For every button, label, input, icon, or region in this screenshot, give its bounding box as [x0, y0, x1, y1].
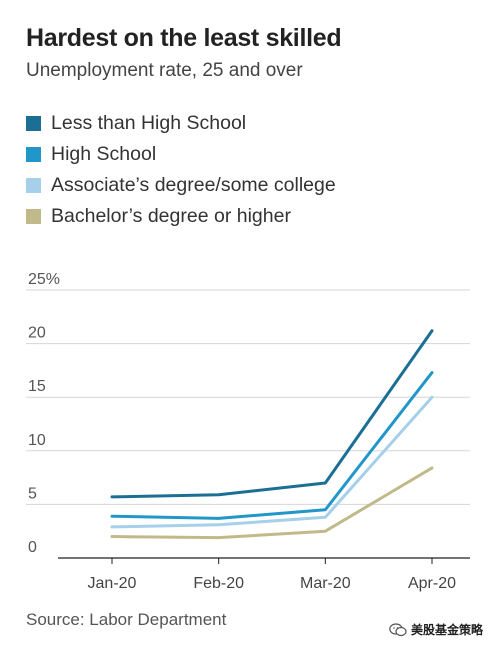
legend-item-high-school: High School	[26, 139, 336, 170]
legend-swatch	[26, 116, 41, 131]
line-chart: 0 5 10 15 20 25% Jan-20 Feb-20 Mar-20 Apr-20	[26, 271, 470, 592]
y-tick-label: 10	[28, 432, 46, 449]
legend-label: Less than High School	[51, 112, 247, 134]
legend-item-bachelors: Bachelor’s degree or higher	[26, 201, 336, 232]
x-tick-label: Jan-20	[88, 575, 137, 592]
legend-item-associates: Associate’s degree/some college	[26, 170, 336, 201]
y-tick-label: 0	[28, 539, 37, 556]
watermark: 美股基金策略	[389, 621, 483, 638]
legend-item-less-than-high-school: Less than High School	[26, 108, 336, 139]
legend-swatch	[26, 209, 41, 224]
legend-label: Bachelor’s degree or higher	[51, 205, 291, 227]
watermark-text: 美股基金策略	[410, 623, 483, 637]
chart-subtitle: Unemployment rate, 25 and over	[26, 60, 303, 81]
legend-label: High School	[51, 143, 157, 165]
legend-swatch	[26, 178, 41, 193]
y-tick-label: 20	[28, 325, 46, 342]
y-tick-label: 5	[28, 485, 37, 502]
y-tick-label: 25%	[28, 271, 60, 288]
legend-swatch	[26, 147, 41, 162]
series-line	[110, 329, 434, 499]
x-tick-label: Mar-20	[300, 575, 351, 592]
source-note: Source: Labor Department	[26, 610, 227, 629]
series-line	[110, 395, 434, 529]
x-tick-label: Apr-20	[408, 575, 456, 592]
chart-title: Hardest on the least skilled	[26, 24, 342, 52]
legend-label: Associate’s degree/some college	[51, 174, 336, 196]
x-tick-label: Feb-20	[193, 575, 244, 592]
wechat-icon	[389, 622, 407, 636]
legend: Less than High School High School Associ…	[26, 108, 336, 232]
y-tick-label: 15	[28, 378, 46, 395]
series-line	[110, 371, 434, 520]
series-line	[110, 466, 434, 540]
